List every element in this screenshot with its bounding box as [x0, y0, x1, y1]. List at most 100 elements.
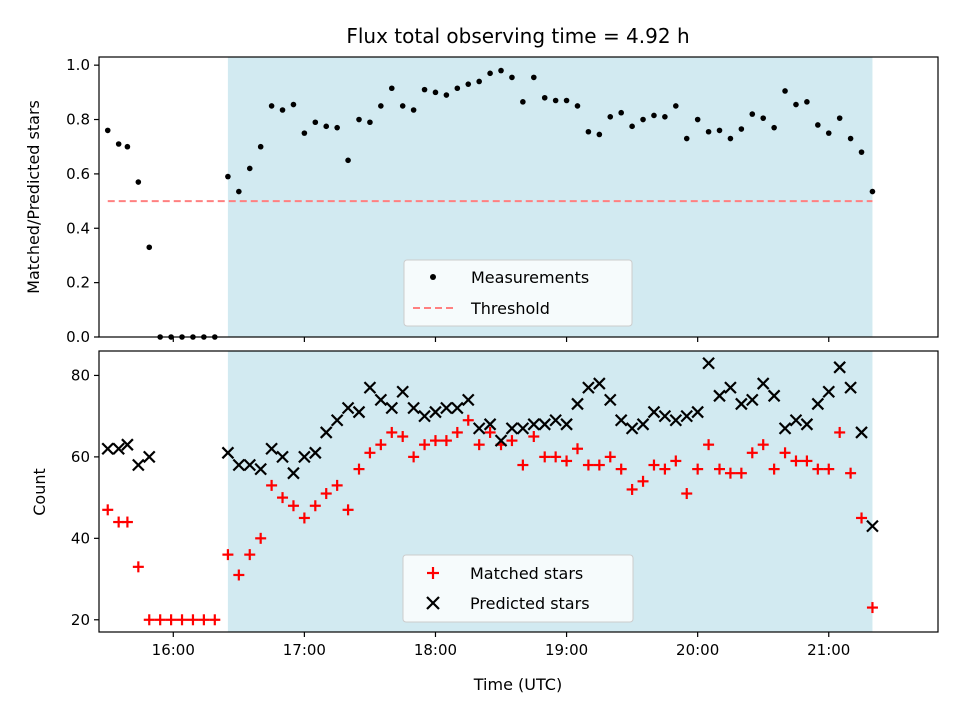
predicted-star-point [844, 381, 857, 394]
measurement-point [312, 119, 319, 126]
matched-star-point [143, 614, 155, 626]
predicted-star-point [287, 466, 300, 480]
measurement-point [869, 188, 876, 195]
measurement-point [454, 85, 461, 92]
predicted-star-point [571, 397, 584, 411]
predicted-star-point [593, 377, 606, 390]
matched-star-point [593, 459, 605, 471]
measurement-point [694, 116, 701, 123]
measurement-point [345, 157, 351, 164]
matched-star-point [176, 614, 188, 626]
predicted-star-point [691, 405, 704, 419]
legend-predicted-label: Predicted stars [470, 594, 590, 613]
measurement-point [476, 78, 482, 85]
predicted-star-point [658, 409, 672, 423]
measurement-point [509, 74, 515, 81]
measurement-point [290, 101, 297, 108]
predicted-star-point [811, 397, 825, 411]
matched-star-point [429, 435, 441, 447]
predicted-star-point [265, 442, 278, 456]
matched-star-point [375, 439, 387, 451]
measurement-point [498, 67, 504, 74]
matched-star-point [648, 459, 660, 471]
matched-star-point [198, 614, 210, 626]
predicted-star-point [112, 442, 125, 456]
predicted-star-point [494, 434, 508, 447]
predicted-star-point [232, 458, 246, 472]
matched-star-point [517, 459, 529, 471]
measurement-point [124, 143, 131, 150]
bottom-legend: Matched stars Predicted stars [402, 554, 634, 623]
matched-star-point [571, 443, 583, 455]
measurement-point [246, 165, 253, 172]
legend-measurements-marker [430, 274, 436, 280]
top-legend: Measurements Threshold [403, 259, 633, 327]
matched-star-point [473, 439, 485, 451]
matched-star-point [233, 569, 245, 581]
matched-star-point [484, 426, 496, 438]
matched-star-point [277, 492, 289, 504]
measurement-point [760, 115, 767, 121]
measurement-point [146, 244, 153, 251]
predicted-star-point [724, 381, 737, 394]
measurement-point [301, 130, 308, 136]
matched-star-point [386, 426, 398, 438]
predicted-star-point [866, 519, 879, 533]
matched-star-point [209, 614, 221, 626]
predicted-star-point [429, 405, 442, 419]
matched-star-point [528, 431, 540, 443]
legend-matched-label: Matched stars [470, 564, 583, 583]
legend-threshold-label: Threshold [470, 299, 550, 318]
y-tick-label: 1.0 [66, 56, 90, 74]
predicted-star-point [713, 389, 726, 403]
matched-star-point [342, 504, 354, 516]
predicted-star-point [855, 426, 868, 439]
y-tick-label: 0.6 [66, 165, 90, 183]
predicted-star-point [385, 401, 399, 415]
matched-star-point [408, 451, 420, 463]
matched-star-point [331, 479, 343, 491]
predicted-star-point [756, 377, 770, 390]
matched-star-point [121, 516, 133, 528]
measurement-point [378, 103, 384, 109]
matched-star-point [287, 500, 299, 512]
measurement-point [673, 103, 679, 109]
matched-star-point [812, 463, 824, 475]
matched-star-point [222, 549, 234, 561]
y-tick-label: 0.2 [66, 274, 90, 292]
predicted-star-point [669, 413, 683, 427]
matched-star-point [724, 467, 736, 479]
predicted-star-point [636, 418, 650, 431]
measurement-point [782, 88, 788, 94]
predicted-star-point [647, 405, 661, 419]
matched-star-point [266, 479, 278, 491]
measurement-point [432, 89, 439, 96]
predicted-star-point [549, 413, 562, 427]
predicted-star-point [778, 422, 792, 435]
measurement-point [629, 123, 635, 130]
predicted-star-point [625, 422, 639, 435]
matched-star-point [604, 451, 616, 463]
measurement-point [487, 70, 493, 77]
top-panel: 0.0 0.2 0.4 0.6 0.8 1.0 Matched/Predicted sta… [24, 56, 939, 346]
matched-star-point [626, 483, 638, 495]
predicted-star-point [603, 393, 617, 407]
predicted-star-point [298, 450, 311, 464]
measurement-point [804, 99, 810, 105]
y-tick-label: 0.4 [66, 219, 90, 237]
predicted-star-point [276, 450, 289, 464]
predicted-star-point [101, 442, 115, 456]
predicted-star-point [418, 409, 431, 423]
predicted-star-point [680, 409, 694, 423]
matched-star-point [659, 463, 671, 475]
bottom-legend-box [402, 554, 634, 623]
measurement-point [585, 128, 592, 135]
matched-star-point [703, 439, 715, 451]
matched-star-point [255, 532, 267, 544]
matched-star-point [244, 549, 256, 561]
measurement-point [388, 85, 395, 92]
chart-title: Flux total observing time = 4.92 h [346, 24, 689, 48]
legend-predicted-marker [426, 596, 440, 610]
measurement-point [574, 103, 581, 109]
